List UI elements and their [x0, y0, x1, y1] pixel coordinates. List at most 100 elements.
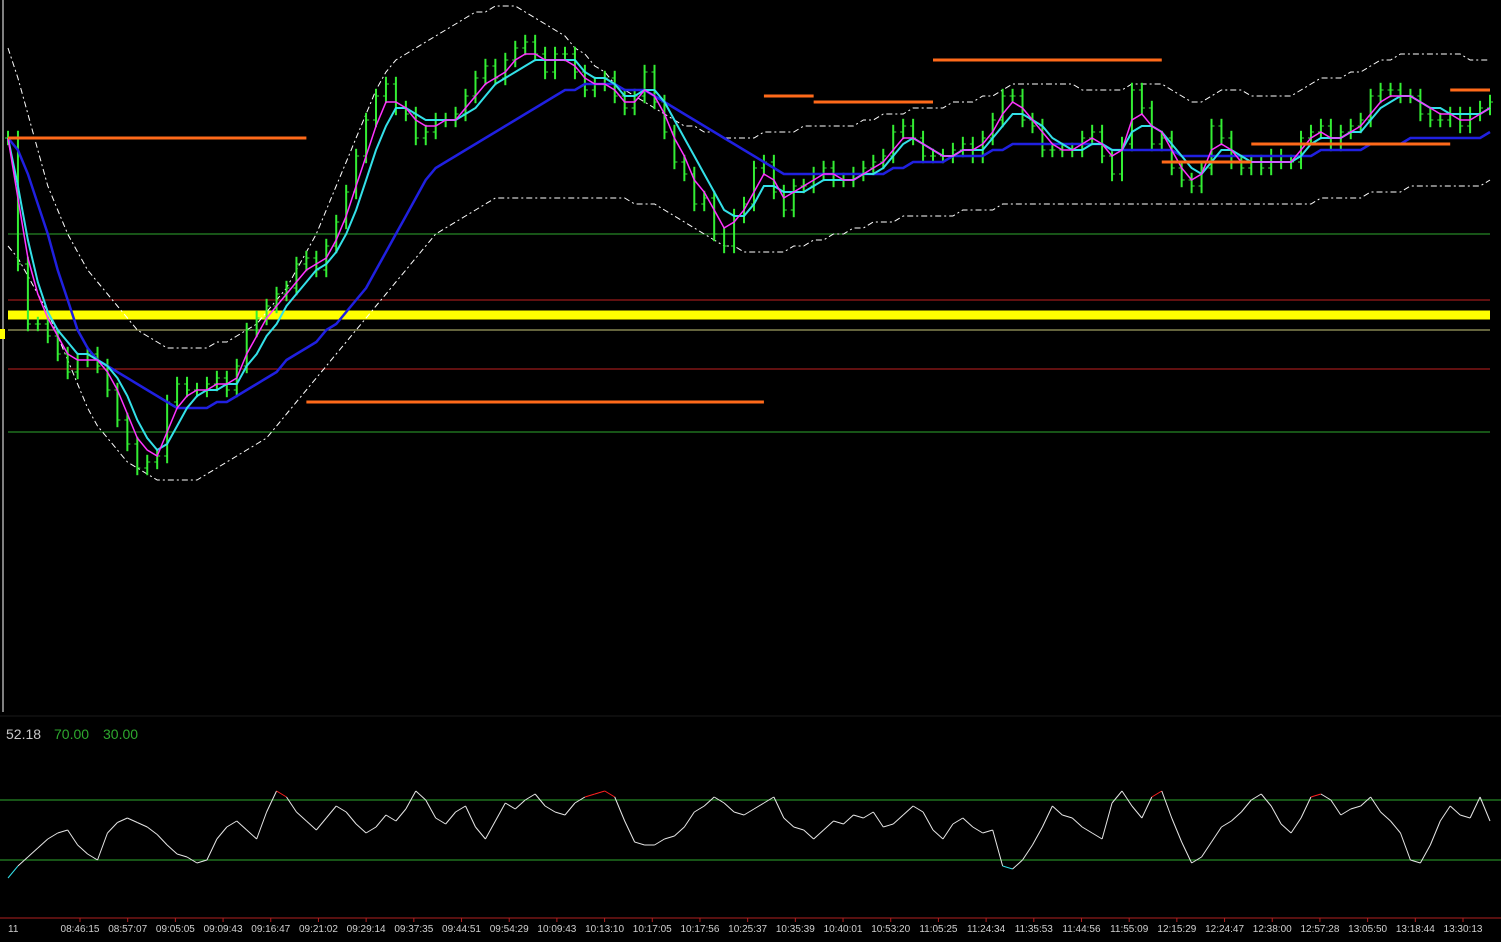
time-label-3: 09:09:43	[204, 924, 243, 935]
oscillator-segment-96	[952, 817, 964, 825]
oscillator-segment-74	[733, 811, 745, 816]
oscillator-segment-75	[743, 808, 755, 816]
oscillator-segment-111	[1101, 802, 1113, 840]
oscillator-segment-2	[17, 856, 29, 867]
orange-level-segments	[8, 58, 1490, 404]
oscillator-segment-73	[723, 802, 735, 813]
oscillator-segment-104	[1032, 826, 1043, 846]
oscillator-lower-level-label: 30.00	[103, 726, 138, 742]
oscillator-segment-144	[1429, 820, 1441, 846]
oscillator-segment-140	[1390, 820, 1401, 834]
oscillator-segment-108	[1071, 817, 1083, 828]
oscillator-segment-130	[1290, 817, 1302, 834]
oscillator-segment-149	[1479, 796, 1491, 822]
oscillator-segment-20	[196, 859, 208, 864]
oscillator-segment-55	[544, 805, 556, 813]
time-label-0: 08:46:15	[61, 924, 100, 935]
oscillator-segment-26	[256, 811, 268, 840]
oscillator-segment-115	[1141, 796, 1153, 819]
oscillator-segment-39	[385, 814, 397, 822]
time-label-8: 09:44:51	[442, 924, 481, 935]
oscillator-segment-113	[1121, 790, 1133, 807]
oscillator-segment-89	[883, 823, 894, 828]
oscillator-segment-122	[1211, 826, 1222, 843]
oscillator-segment-131	[1300, 796, 1312, 819]
oscillator-segment-114	[1131, 805, 1143, 819]
oscillator-segment-124	[1231, 811, 1242, 822]
oscillator-segment-109	[1081, 826, 1093, 834]
oscillator-segment-22	[216, 826, 228, 840]
oscillator-segment-125	[1240, 799, 1252, 813]
oscillator-segment-137	[1360, 796, 1371, 807]
oscillator-segment-132	[1310, 793, 1322, 798]
oscillator-upper-level-label: 70.00	[54, 726, 89, 742]
oscillator-segment-72	[713, 796, 725, 804]
time-label-14: 10:25:37	[728, 924, 767, 935]
oscillator-segment-29	[286, 796, 297, 813]
oscillator-segment-79	[783, 817, 795, 828]
oscillator-segment-21	[206, 838, 218, 861]
oscillator-segment-61	[604, 790, 615, 798]
time-label-4: 09:16:47	[251, 924, 290, 935]
oscillator-segment-18	[176, 853, 188, 858]
time-label-6: 09:29:14	[347, 924, 386, 935]
oscillator-segment-32	[315, 817, 327, 831]
oscillator-segment-43	[425, 799, 437, 819]
oscillator-segment-77	[763, 796, 775, 804]
oscillator-segment-142	[1410, 859, 1421, 864]
oscillator-segment-119	[1181, 841, 1193, 864]
mid-ma-line	[7, 59, 1491, 452]
time-label-25: 12:38:00	[1253, 924, 1292, 935]
time-axis-first-label: 11	[8, 924, 19, 935]
oscillator-segment-41	[405, 790, 417, 810]
oscillator-segment-120	[1191, 856, 1202, 864]
oscillator-value: 52.18	[6, 726, 41, 742]
oscillator-segment-5	[47, 832, 58, 840]
time-axis-labels: 08:46:15 08:57:07 09:05:05 09:09:43 09:16:47…	[61, 918, 1483, 935]
oscillator-segment-44	[435, 817, 446, 825]
oscillator-segment-85	[843, 814, 854, 825]
oscillator-segment-95	[942, 823, 954, 840]
oscillator-segment-106	[1052, 805, 1063, 816]
oscillator-segment-62	[614, 796, 626, 822]
oscillator-segment-127	[1260, 793, 1272, 807]
oscillator-segment-86	[853, 814, 864, 819]
oscillator-segment-24	[236, 820, 248, 831]
oscillator-segment-145	[1439, 805, 1451, 822]
oscillator-segment-23	[226, 820, 238, 828]
oscillator-segment-13	[127, 817, 138, 823]
oscillator-segment-7	[67, 829, 79, 846]
oscillator-segment-16	[156, 834, 168, 846]
oscillator-segment-12	[117, 817, 128, 823]
time-label-21: 11:44:56	[1062, 924, 1101, 935]
bollinger-bands	[7, 5, 1491, 481]
oscillator-segment-51	[505, 802, 516, 810]
oscillator-segment-48	[475, 826, 486, 840]
oscillator-segment-103	[1022, 844, 1033, 861]
time-label-12: 10:17:05	[633, 924, 672, 935]
oscillator-segment-141	[1400, 832, 1411, 861]
oscillator-segment-87	[863, 811, 874, 819]
oscillator-segment-38	[375, 814, 387, 828]
time-label-2: 09:05:05	[156, 924, 195, 935]
oscillator-segment-8	[77, 844, 88, 855]
oscillator-segment-92	[912, 805, 924, 813]
oscillator-segment-146	[1449, 805, 1461, 816]
oscillator-segment-47	[465, 805, 476, 828]
oscillator-segment-15	[146, 826, 158, 835]
oscillator-segment-117	[1161, 790, 1173, 819]
oscillator-segment-59	[584, 793, 595, 798]
oscillator-segment-1	[7, 865, 19, 879]
oscillator-segment-112	[1111, 790, 1123, 804]
oscillator-line	[7, 790, 1491, 879]
oscillator-segment-94	[932, 829, 944, 840]
oscillator-segment-17	[166, 844, 178, 855]
oscillator-segment-110	[1091, 832, 1103, 840]
oscillator-segment-90	[892, 814, 904, 825]
oscillator-readout: 52.18 70.00 30.00	[6, 726, 138, 742]
oscillator-segment-64	[634, 841, 645, 846]
oscillator-segment-138	[1370, 796, 1382, 813]
oscillator-segment-121	[1201, 841, 1212, 858]
oscillator-segment-98	[972, 826, 983, 834]
